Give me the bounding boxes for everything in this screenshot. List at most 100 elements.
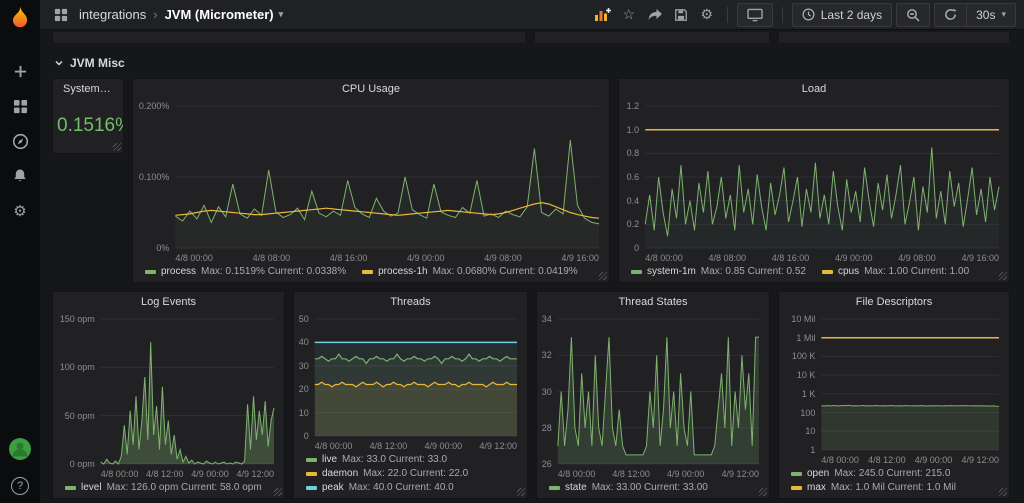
y-tick-label: 30	[541, 386, 552, 397]
panel-title[interactable]: File Descriptors	[855, 296, 933, 308]
threads-chart[interactable]: 50 40 30 20 10 0 4/8 00:00 4/8 12:00 4/9 00:00 4/…	[296, 314, 521, 451]
y-tick-label: 34	[541, 314, 552, 324]
share-icon[interactable]	[644, 3, 666, 27]
panel-title[interactable]: System C...	[63, 83, 120, 95]
legend-item[interactable]: cpus Max: 1.00 Current: 1.00	[821, 265, 969, 278]
panel-title[interactable]: CPU Usage	[341, 83, 401, 95]
log-events-chart[interactable]: 150 opm 100 opm 50 opm 0 opm 4/8 00:00 4/8 12…	[55, 314, 278, 479]
file-descriptors-chart[interactable]: 10 Mil 1 Mil 100 K 10 K 1 K 100 10 1 4/8 00:00 4/…	[781, 314, 1003, 465]
y-tick-label: 1 Mil	[796, 332, 816, 343]
legend-item[interactable]: daemon Max: 22.0 Current: 22.0	[306, 467, 519, 480]
legend-item[interactable]: open Max: 245.0 Current: 215.0	[791, 467, 1001, 480]
thread-states-chart[interactable]: 34 32 30 28 26 4/8 00:00 4/8 12:00 4/9 00:00 4/9…	[539, 314, 763, 479]
refresh-button[interactable]	[934, 2, 968, 27]
x-tick-label: 4/9 00:00	[424, 441, 463, 451]
x-tick-label: 4/8 08:00	[252, 253, 291, 263]
time-range-label: Last 2 days	[820, 7, 883, 22]
x-tick-label: 4/9 00:00	[191, 469, 229, 479]
legend-item[interactable]: process Max: 0.1519% Current: 0.0338%	[145, 265, 346, 278]
y-tick-label: 0	[303, 431, 309, 441]
add-panel-icon[interactable]	[591, 3, 614, 27]
legend-marker	[65, 485, 76, 490]
panel-resize-handle[interactable]	[599, 272, 607, 280]
cycle-view-monitor-icon[interactable]	[736, 2, 773, 27]
dashboard-settings-gear-icon[interactable]: ⚙	[696, 3, 718, 27]
breadcrumb-section[interactable]: integrations	[79, 7, 147, 22]
save-icon[interactable]	[670, 3, 692, 27]
x-tick-label: 4/9 00:00	[666, 469, 705, 479]
refresh-interval-button[interactable]: 30s ▾	[967, 2, 1016, 27]
refresh-group: 30s ▾	[934, 2, 1016, 27]
chevron-down-icon	[55, 60, 63, 66]
y-tick-label: 20	[298, 384, 309, 395]
clipped-panel	[534, 32, 770, 44]
help-icon[interactable]: ?	[11, 477, 29, 495]
legend-item[interactable]: peak Max: 40.0 Current: 40.0	[306, 481, 519, 494]
panel-resize-handle[interactable]	[759, 488, 767, 496]
panel-title[interactable]: Threads	[390, 296, 431, 308]
y-tick-label: 100 K	[791, 351, 816, 362]
dashboards-grid-icon[interactable]	[8, 96, 32, 116]
panel-threads: Threads 50 40 30 20 10 0 4/8 00:00 4/8 12:00 4/9…	[293, 291, 528, 499]
alerting-bell-icon[interactable]	[8, 166, 32, 186]
y-tick-label: 0%	[156, 243, 170, 253]
explore-compass-icon[interactable]	[8, 131, 32, 151]
panel-resize-handle[interactable]	[999, 488, 1007, 496]
grafana-logo[interactable]	[6, 3, 34, 31]
main-area: integrations › JVM (Micrometer) ▾ ☆ ⚙	[40, 0, 1024, 503]
clipped-panel	[778, 32, 1010, 44]
y-tick-label: 28	[541, 422, 552, 433]
x-tick-label: 4/9 08:00	[898, 253, 936, 263]
user-avatar[interactable]	[6, 435, 34, 463]
legend-label: live	[322, 454, 338, 465]
dashboard-title: JVM (Micrometer)	[164, 7, 274, 22]
legend-label: max	[807, 482, 826, 493]
legend-stats: Max: 245.0 Current: 215.0	[834, 468, 951, 479]
panel-title[interactable]: Log Events	[140, 296, 197, 308]
x-tick-label: 4/8 12:00	[146, 469, 184, 479]
chart-canvas	[100, 318, 275, 465]
legend-label: state	[565, 482, 587, 493]
load-chart[interactable]: 1.2 1.0 0.8 0.6 0.4 0.2 0 4/8 00:00 4/8 08:00 4/8…	[621, 101, 1003, 263]
panel-resize-handle[interactable]	[999, 272, 1007, 280]
grafana-flame-icon	[12, 5, 28, 28]
panel-title[interactable]: Load	[801, 83, 827, 95]
star-icon[interactable]: ☆	[618, 3, 640, 27]
zoom-out-button[interactable]	[896, 2, 931, 27]
panel-resize-handle[interactable]	[517, 488, 525, 496]
gear-glyph: ⚙	[13, 202, 27, 220]
legend-label: cpus	[837, 266, 860, 277]
panel-thread-states: Thread States 34 32 30 28 26 4/8 00:00 4/8 12:…	[536, 291, 770, 499]
create-plus-icon[interactable]	[8, 61, 32, 81]
legend-stats: Max: 22.0 Current: 22.0	[363, 468, 469, 479]
legend-label: level	[81, 482, 102, 493]
threads-legend: live Max: 33.0 Current: 33.0 daemon Max: 22…	[294, 452, 527, 498]
configuration-gear-icon[interactable]: ⚙	[8, 201, 32, 221]
legend-stats: Max: 126.0 opm Current: 58.0 opm	[106, 482, 262, 493]
legend-item[interactable]: live Max: 33.0 Current: 33.0	[306, 453, 519, 466]
breadcrumb-page[interactable]: JVM (Micrometer) ▾	[165, 7, 284, 22]
row-toggle-jvm-misc[interactable]: JVM Misc	[54, 53, 125, 73]
legend-item[interactable]: system-1m Max: 0.85 Current: 0.52	[631, 265, 806, 278]
panel-load: Load 1.2 1.0 0.8 0.6 0.4 0.2 0 4/8 00:00 4/8 08:…	[618, 78, 1010, 283]
panel-resize-handle[interactable]	[113, 143, 121, 151]
legend-item[interactable]: max Max: 1.0 Mil Current: 1.0 Mil	[791, 481, 1001, 494]
navbar-divider	[726, 6, 728, 23]
legend-item[interactable]: process-1h Max: 0.0680% Current: 0.0419%	[362, 265, 578, 278]
chart-canvas	[644, 105, 1000, 249]
x-tick-label: 4/9 12:00	[961, 455, 999, 465]
panel-resize-handle[interactable]	[274, 488, 282, 496]
legend-item[interactable]: level Max: 126.0 opm Current: 58.0 opm	[65, 481, 276, 494]
legend-marker	[306, 485, 317, 490]
legend-marker	[791, 471, 802, 476]
panel-title[interactable]: Thread States	[618, 296, 688, 308]
legend-item[interactable]: state Max: 33.00 Current: 33.00	[549, 481, 761, 494]
cpu-usage-chart[interactable]: 0.200% 0.100% 0% 4/8 00:00 4/8 08:00 4/8 16:0…	[135, 101, 603, 263]
magnifier-minus-icon	[907, 8, 920, 21]
navbar-actions: ☆ ⚙ Last 2 days	[591, 2, 1016, 27]
x-tick-label: 4/8 00:00	[175, 253, 213, 263]
y-tick-label: 10	[805, 426, 816, 437]
legend-marker	[306, 457, 317, 462]
time-range-button[interactable]: Last 2 days	[791, 2, 893, 27]
x-tick-label: 4/8 08:00	[708, 253, 746, 263]
